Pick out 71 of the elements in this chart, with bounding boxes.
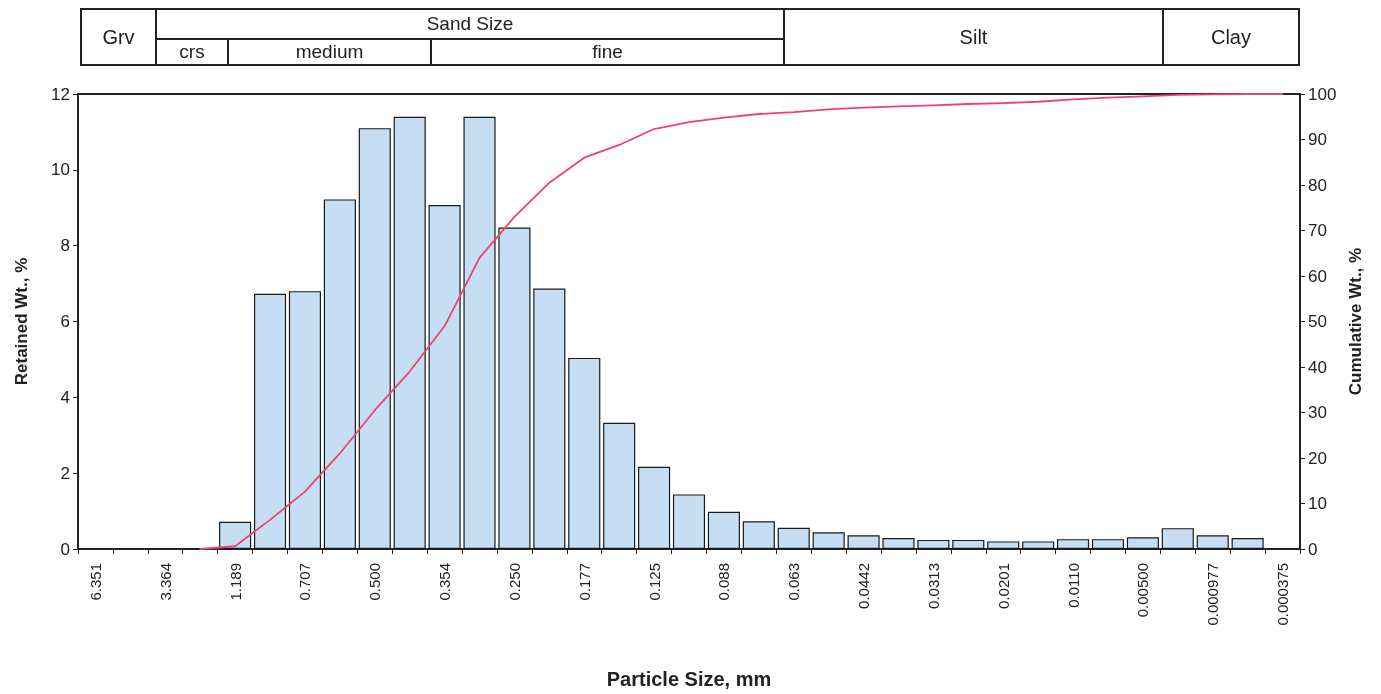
bar bbox=[812, 532, 845, 549]
bar bbox=[1231, 538, 1264, 549]
x-tick-label: 0.177 bbox=[575, 563, 593, 601]
y-tick-label: 10 bbox=[51, 160, 70, 180]
bar bbox=[253, 293, 287, 549]
y-tick-label: 2 bbox=[60, 463, 70, 483]
x-axis-title: Particle Size, mm bbox=[606, 668, 772, 690]
y2-tick-label: 90 bbox=[1308, 130, 1327, 149]
bar bbox=[463, 116, 496, 549]
y-tick-label: 0 bbox=[60, 539, 70, 559]
y-axis-title: Retained Wt., % bbox=[12, 257, 31, 386]
y2-tick-label: 60 bbox=[1308, 266, 1327, 286]
x-tick-label: 0.707 bbox=[296, 563, 314, 601]
bar bbox=[323, 199, 356, 549]
bar bbox=[847, 535, 880, 549]
bar bbox=[672, 494, 706, 549]
bar bbox=[568, 357, 601, 549]
bar bbox=[1057, 539, 1090, 549]
x-tick-label: 1.189 bbox=[226, 563, 244, 601]
bar bbox=[882, 538, 915, 549]
bar bbox=[288, 291, 321, 549]
y2-tick-label: 30 bbox=[1308, 403, 1327, 422]
bar bbox=[987, 541, 1020, 549]
bar bbox=[358, 128, 391, 549]
bar bbox=[533, 288, 566, 549]
y2-tick-label: 10 bbox=[1308, 494, 1327, 513]
y2-tick-label: 0 bbox=[1308, 539, 1318, 559]
bar bbox=[1022, 541, 1055, 549]
bar bbox=[638, 466, 671, 549]
bar bbox=[219, 521, 252, 549]
x-tick-label: 0.500 bbox=[366, 563, 384, 601]
bar bbox=[393, 116, 426, 549]
bar bbox=[498, 227, 531, 549]
x-tick-label: 0.000375 bbox=[1274, 563, 1292, 626]
x-tick-label: 0.354 bbox=[436, 563, 454, 601]
x-tick-label: 0.000977 bbox=[1204, 563, 1222, 626]
x-tick-label: 0.125 bbox=[645, 563, 663, 601]
y2-tick-label: 20 bbox=[1308, 448, 1327, 468]
y2-tick-label: 100 bbox=[1308, 84, 1337, 104]
y-tick-label: 4 bbox=[60, 387, 70, 407]
y2-tick-label: 70 bbox=[1308, 221, 1327, 240]
bar bbox=[777, 527, 810, 549]
y2-axis-title: Cumulative Wt., % bbox=[1346, 247, 1366, 396]
x-tick-label: 0.250 bbox=[505, 563, 523, 601]
bar bbox=[1161, 528, 1194, 549]
bar bbox=[1091, 539, 1125, 549]
bar bbox=[1196, 535, 1229, 549]
size-class-table: Grv Sand Size crs medium fine Silt Clay bbox=[0, 0, 1381, 70]
bar bbox=[917, 539, 950, 549]
x-tick-label: 6.351 bbox=[86, 563, 104, 601]
y-tick-label: 12 bbox=[51, 84, 70, 104]
x-tick-label: 0.0442 bbox=[855, 563, 873, 609]
y-tick-label: 6 bbox=[60, 312, 70, 331]
x-tick-label: 0.063 bbox=[785, 563, 803, 601]
x-tick-label: 0.0313 bbox=[924, 563, 942, 609]
bar bbox=[952, 539, 985, 549]
bar bbox=[428, 205, 461, 549]
bar bbox=[742, 521, 775, 549]
y2-tick-label: 80 bbox=[1308, 175, 1327, 195]
x-tick-label: 0.00500 bbox=[1134, 563, 1152, 618]
x-tick-label: 0.0110 bbox=[1064, 563, 1082, 608]
bar bbox=[707, 511, 740, 549]
x-tick-label: 0.0201 bbox=[994, 563, 1012, 609]
y2-tick-label: 50 bbox=[1308, 312, 1327, 331]
y2-tick-label: 40 bbox=[1308, 357, 1327, 377]
x-tick-label: 3.364 bbox=[156, 563, 174, 601]
x-tick-label: 0.088 bbox=[715, 563, 733, 601]
y-tick-label: 8 bbox=[60, 236, 70, 256]
bar bbox=[603, 422, 636, 549]
line-series bbox=[199, 93, 1284, 550]
bar bbox=[1126, 537, 1159, 549]
